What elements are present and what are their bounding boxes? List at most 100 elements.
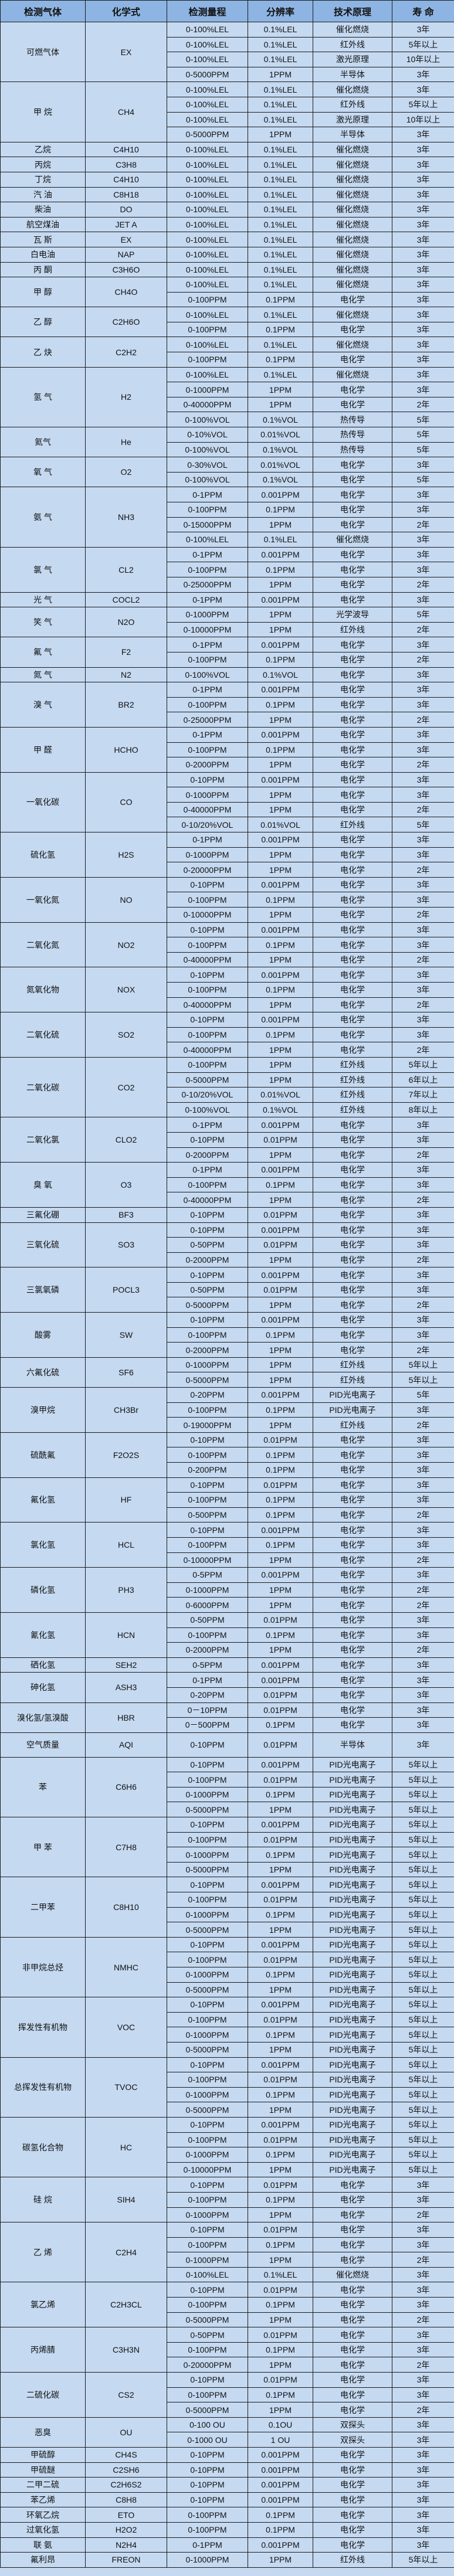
principle-cell: 红外线: [313, 1372, 392, 1388]
lifespan-cell: 3年: [392, 291, 454, 308]
range-cell: 0-5000PPM: [167, 2041, 248, 2058]
resolution-cell: 0.001PPM: [248, 1387, 313, 1403]
principle-cell: 半导体: [313, 66, 392, 83]
principle-cell: PID光电离子: [313, 1402, 392, 1418]
resolution-cell: 1PPM: [248, 1192, 313, 1208]
range-cell: 0-1000PPM: [167, 607, 248, 623]
gas-name-cell: 氮 气: [0, 667, 86, 683]
resolution-cell: 0.1%LEL: [248, 52, 313, 67]
formula-cell: NMHC: [85, 1936, 167, 1998]
principle-cell: 电化学: [313, 892, 392, 908]
resolution-cell: 1PPM: [248, 576, 313, 593]
lifespan-cell: 3年: [392, 726, 454, 743]
table-row: 0-50PPM 0.01PPM 电化学 3年: [1, 1237, 454, 1253]
gas-name-cell: 环氧乙烷: [0, 2507, 86, 2523]
lifespan-cell: 5年以上: [392, 1967, 454, 1983]
range-cell: 0-2000PPM: [167, 1252, 248, 1268]
resolution-cell: 0.1%LEL: [248, 307, 313, 322]
range-cell: 0-100PPM: [167, 1402, 248, 1418]
lifespan-cell: 3年: [392, 2177, 454, 2193]
formula-cell: C3H6O: [85, 261, 167, 278]
table-row: 0-100PPM 0.01PPM PID光电离子 5年以上: [1, 1831, 454, 1848]
header-principle: 技术原理: [313, 0, 392, 22]
range-cell: 0-10PPM: [167, 1432, 248, 1448]
range-cell: 0-100PPM: [167, 651, 248, 668]
principle-cell: 催化燃烧: [313, 81, 392, 97]
resolution-cell: 0.01PPM: [248, 2372, 313, 2388]
resolution-cell: 0.001PPM: [248, 1567, 313, 1583]
range-cell: 0-100PPM: [167, 2507, 248, 2523]
gas-name-cell: 氧 气: [0, 457, 86, 488]
resolution-cell: 0.1%LEL: [248, 81, 313, 97]
lifespan-cell: 3年: [392, 186, 454, 203]
lifespan-cell: 5年以上: [392, 1817, 454, 1833]
resolution-cell: 0.1%LEL: [248, 261, 313, 278]
range-cell: 0-20PPM: [167, 1387, 248, 1403]
formula-cell: CH4O: [85, 277, 167, 308]
resolution-cell: 0.1PPM: [248, 2147, 313, 2163]
range-cell: 0-1000PPM: [167, 2086, 248, 2103]
table-row: 挥发性有机物 VOC 0-10PPM 0.001PPM PID光电离子 5年以上: [0, 1997, 454, 2058]
gas-name-cell: 过氧化氢: [0, 2521, 86, 2538]
principle-cell: 催化燃烧: [313, 337, 392, 353]
lifespan-cell: 7年以上: [392, 1087, 454, 1103]
principle-cell: 催化燃烧: [313, 532, 392, 548]
principle-cell: 电化学: [313, 2222, 392, 2238]
principle-cell: 红外线: [313, 817, 392, 833]
resolution-cell: 0.1PPM: [248, 2237, 313, 2253]
formula-cell: CO2: [85, 1056, 167, 1118]
resolution-cell: 0.001PPM: [248, 1012, 313, 1028]
principle-cell: 双探头: [313, 2417, 392, 2433]
principle-cell: 电化学: [313, 1027, 392, 1043]
principle-cell: PID光电离子: [313, 1877, 392, 1893]
table-row: 0-5000PPM 1PPM 红外线 5年以上: [1, 1372, 454, 1388]
range-cell: 0-1000PPM: [167, 1906, 248, 1923]
range-cell: 0-100%LEL: [167, 2266, 248, 2283]
range-cell: 0-100PPM: [167, 2297, 248, 2313]
range-cell: 0-100%LEL: [167, 111, 248, 128]
range-cell: 0-10000PPM: [167, 1552, 248, 1568]
lifespan-cell: 3年: [392, 1282, 454, 1298]
lifespan-cell: 5年以上: [392, 2072, 454, 2088]
lifespan-cell: 3年: [392, 127, 454, 142]
resolution-cell: 0.1PPM: [248, 291, 313, 308]
range-cell: 0-100%VOL: [167, 471, 248, 488]
range-cell: 0-10PPM: [167, 2116, 248, 2133]
principle-cell: 热传导: [313, 427, 392, 443]
principle-cell: 电化学: [313, 2177, 392, 2193]
table-row: 0-15000PPM 1PPM 电化学 2年: [1, 516, 454, 533]
lifespan-cell: 5年以上: [392, 1906, 454, 1923]
range-cell: 0-100%LEL: [167, 246, 248, 263]
principle-cell: 电化学: [313, 291, 392, 308]
resolution-cell: 0.01%VOL: [248, 427, 313, 443]
lifespan-cell: 2年: [392, 1642, 454, 1658]
range-cell: 0-10000PPM: [167, 907, 248, 923]
resolution-cell: 1PPM: [248, 1357, 313, 1373]
principle-cell: 电化学: [313, 576, 392, 593]
lifespan-cell: 5年以上: [392, 2011, 454, 2028]
resolution-cell: 1PPM: [248, 66, 313, 83]
table-row: 0-100%LEL 0.1%LEL 激光原理 10年以上: [1, 52, 454, 67]
principle-cell: 电化学: [313, 982, 392, 998]
lifespan-cell: 2年: [392, 1147, 454, 1163]
lifespan-cell: 5年以上: [392, 2102, 454, 2118]
principle-cell: 电化学: [313, 2492, 392, 2508]
range-cell: 0-10PPM: [167, 2462, 248, 2478]
principle-cell: 光学波导: [313, 607, 392, 623]
lifespan-cell: 5年: [392, 441, 454, 458]
table-row: 0-100PPM 0.1PPM 电化学 3年: [1, 2237, 454, 2253]
gas-name-cell: 甲硫醇: [0, 2447, 86, 2463]
lifespan-cell: 3年: [392, 66, 454, 83]
lifespan-cell: 3年: [392, 1432, 454, 1448]
table-row: 可燃气体 EX 0-100%LEL 0.1%LEL 催化燃烧 3年: [0, 21, 454, 83]
formula-cell: C6H6: [85, 1756, 167, 1818]
principle-cell: 红外线: [313, 2552, 392, 2568]
range-cell: 0-100PPM: [167, 982, 248, 998]
range-cell: 0-1PPM: [167, 487, 248, 502]
principle-cell: 电化学: [313, 1477, 392, 1493]
resolution-cell: 1PPM: [248, 2252, 313, 2268]
principle-cell: 红外线: [313, 621, 392, 638]
header-formula: 化学式: [85, 0, 167, 22]
table-row: 二氧化氮 NO2 0-10PPM 0.001PPM 电化学 3年: [0, 922, 454, 968]
